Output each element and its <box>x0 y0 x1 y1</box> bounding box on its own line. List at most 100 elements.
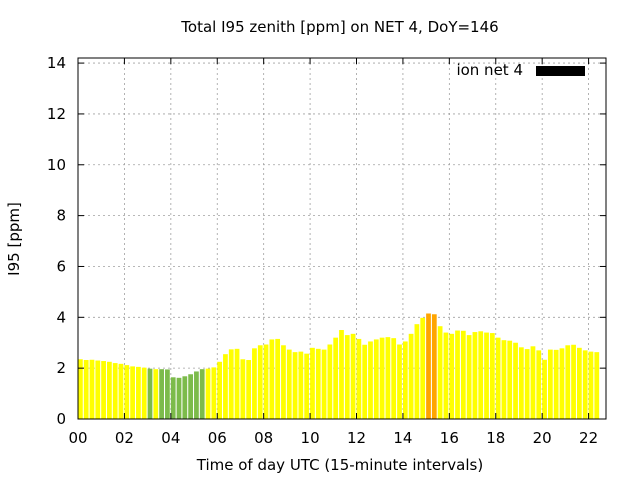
bar <box>356 338 362 419</box>
bar <box>240 359 246 419</box>
legend-label: ion net 4 <box>456 61 523 79</box>
y-tick-label: 14 <box>47 54 66 72</box>
x-tick-label: 06 <box>208 429 227 447</box>
bar <box>112 363 118 419</box>
bar <box>147 368 153 419</box>
bar <box>571 344 576 419</box>
bar <box>170 377 176 419</box>
bar <box>344 335 350 419</box>
x-tick-label: 02 <box>115 429 134 447</box>
bar <box>565 345 571 419</box>
x-tick-label: 00 <box>68 429 87 447</box>
bar <box>536 350 542 419</box>
bar <box>234 348 240 419</box>
bar <box>484 332 489 419</box>
bar <box>257 345 263 419</box>
bar <box>455 330 460 419</box>
bar <box>594 352 600 419</box>
bar <box>408 333 414 419</box>
bar <box>443 332 449 419</box>
bar <box>269 339 275 419</box>
bar <box>391 338 397 419</box>
x-tick-label: 12 <box>347 429 366 447</box>
legend-swatch <box>536 66 585 76</box>
x-tick-label: 16 <box>440 429 459 447</box>
bar <box>228 349 234 419</box>
bar <box>373 339 379 419</box>
bar <box>211 367 217 419</box>
bar <box>449 333 455 419</box>
bar <box>89 359 95 419</box>
bar <box>286 349 292 419</box>
x-tick-label: 08 <box>254 429 273 447</box>
bar <box>130 366 135 419</box>
plot-frame <box>77 57 607 420</box>
bar <box>310 347 315 419</box>
bar <box>507 340 513 419</box>
bar <box>176 377 182 419</box>
bar <box>350 333 356 419</box>
bar <box>501 340 507 419</box>
chart-title: Total I95 zenith [ppm] on NET 4, DoY=146 <box>180 18 498 36</box>
bar <box>518 347 524 419</box>
bar <box>420 317 426 419</box>
bar <box>576 347 582 419</box>
bar <box>304 353 310 419</box>
bar <box>252 348 257 419</box>
y-tick-label: 0 <box>56 410 66 428</box>
bar <box>478 331 484 419</box>
bar <box>188 374 193 419</box>
bar <box>246 360 252 419</box>
bar <box>414 324 420 419</box>
bar <box>553 349 559 419</box>
bar <box>472 332 478 419</box>
bar <box>379 337 385 419</box>
bar <box>292 352 298 419</box>
bar <box>124 365 130 419</box>
y-axis-label: I95 [ppm] <box>5 202 23 276</box>
bar <box>263 344 269 419</box>
bar <box>107 361 112 419</box>
x-tick-label: 22 <box>579 429 598 447</box>
bar <box>118 363 124 419</box>
x-tick-label: 04 <box>161 429 180 447</box>
bar <box>339 330 344 419</box>
y-tick-label: 2 <box>56 359 66 377</box>
bar <box>78 359 83 419</box>
bar <box>281 345 286 419</box>
bar <box>194 371 199 419</box>
bar <box>205 368 211 419</box>
bar <box>368 341 373 419</box>
bar <box>397 344 402 419</box>
bar <box>547 349 553 419</box>
bar <box>402 341 408 419</box>
y-tick-label: 4 <box>56 308 66 326</box>
bar <box>159 369 164 419</box>
y-tick-label: 6 <box>56 257 66 275</box>
bar <box>495 337 501 419</box>
bar <box>513 342 518 419</box>
bar <box>489 333 495 419</box>
bar <box>530 346 536 419</box>
bar <box>333 337 339 419</box>
bar <box>542 359 547 419</box>
y-tick-label: 8 <box>56 207 66 225</box>
bar <box>524 349 530 419</box>
bar <box>165 369 170 419</box>
bar <box>437 326 443 419</box>
bar <box>327 344 333 419</box>
bar <box>275 338 281 419</box>
bar <box>141 367 147 419</box>
bar <box>460 330 466 419</box>
bar <box>385 337 391 419</box>
bar <box>588 351 594 419</box>
bar <box>101 361 106 419</box>
bar <box>321 349 327 419</box>
bar <box>95 360 101 419</box>
bar <box>426 313 431 419</box>
bar <box>582 350 588 419</box>
y-tick-label: 10 <box>47 156 66 174</box>
bar <box>136 366 141 419</box>
